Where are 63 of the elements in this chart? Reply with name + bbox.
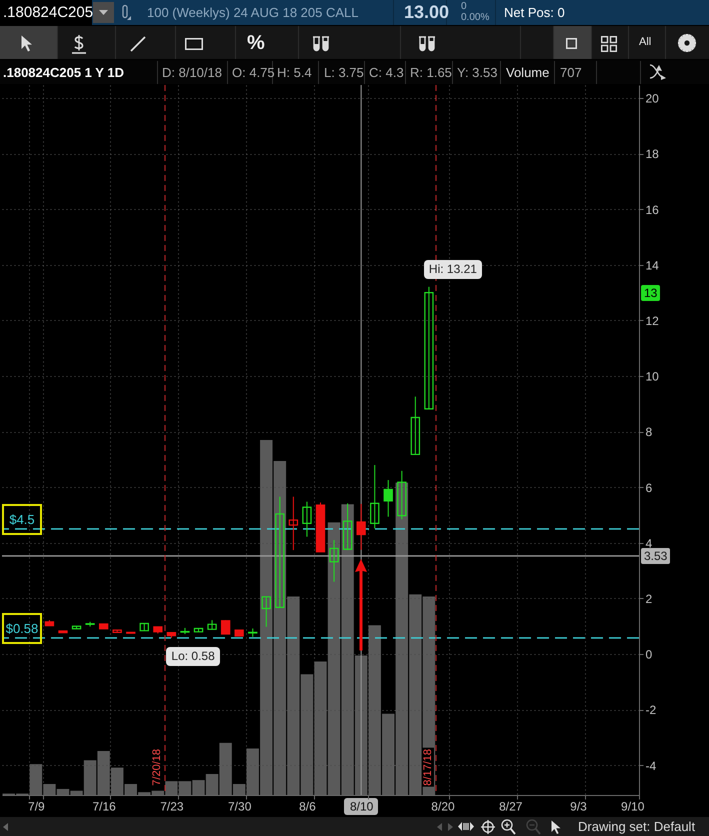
candlestick bbox=[410, 396, 420, 456]
text: Volume bbox=[506, 65, 550, 80]
text: 13.00 bbox=[404, 2, 450, 22]
candlestick bbox=[207, 620, 217, 630]
candlestick bbox=[288, 496, 298, 551]
y-tick-label: 6 bbox=[646, 480, 652, 495]
x-tick-label: 8/6 bbox=[299, 800, 316, 814]
ref-line-label: $4.5 bbox=[9, 512, 35, 527]
y-tick-label: 14 bbox=[646, 258, 660, 272]
ref-line-label: $0.58 bbox=[6, 620, 38, 636]
y-tick-label: 16 bbox=[646, 202, 660, 217]
text: 0.00% bbox=[461, 12, 490, 23]
y-tick-label: 0 bbox=[646, 648, 652, 662]
text: % bbox=[247, 32, 265, 54]
x-tick-label: 7/23 bbox=[160, 800, 184, 814]
annotation: Hi: 13.21 bbox=[424, 260, 482, 279]
text: 13 bbox=[641, 284, 660, 301]
text: H: 5.4 bbox=[277, 65, 312, 80]
candlestick bbox=[220, 620, 230, 635]
text: .180824C205 bbox=[3, 4, 94, 21]
text: L: 3.75 bbox=[324, 65, 364, 80]
x-tick-label: 7/9 bbox=[28, 800, 46, 814]
candlestick bbox=[370, 464, 380, 529]
text: .180824C205 1 Y 1D bbox=[3, 65, 124, 80]
annotation: 8/17/18 bbox=[422, 748, 434, 787]
text: Net Pos: 0 bbox=[504, 5, 565, 20]
candlestick bbox=[329, 540, 339, 582]
text: R: 1.65 bbox=[410, 65, 452, 80]
y-tick-label: 10 bbox=[646, 370, 660, 384]
text: 0 bbox=[461, 1, 467, 12]
x-tick-label: 7/16 bbox=[92, 800, 116, 814]
y-tick-label: 12 bbox=[646, 314, 660, 328]
candlestick bbox=[302, 501, 312, 538]
annotation: 7/20/18 bbox=[150, 748, 163, 787]
candlestick bbox=[356, 503, 366, 550]
candlestick bbox=[262, 596, 271, 628]
text: C: 4.3 bbox=[369, 65, 404, 80]
x-tick-label: 9/3 bbox=[570, 800, 588, 814]
text: Drawing set: Default bbox=[578, 819, 696, 834]
x-tick-label: 7/30 bbox=[228, 800, 252, 814]
text: All bbox=[639, 36, 652, 48]
candlestick bbox=[384, 480, 393, 518]
text: D: 8/10/18 bbox=[162, 65, 222, 80]
x-tick-label: 8/20 bbox=[431, 800, 455, 814]
ref-line-label: 3.53 bbox=[641, 548, 670, 564]
x-tick-label: 8/10 bbox=[350, 800, 374, 814]
y-tick-label: 4 bbox=[646, 536, 652, 550]
y-tick-label: 2 bbox=[646, 592, 652, 606]
text: O: 4.75 bbox=[232, 65, 275, 80]
text: Y: 3.53 bbox=[457, 65, 498, 80]
annotation: Lo: 0.58 bbox=[166, 646, 220, 666]
text: 100 (Weeklys) 24 AUG 18 205 CALL bbox=[147, 5, 358, 20]
y-tick-label: -4 bbox=[646, 758, 656, 773]
candlestick bbox=[424, 286, 434, 410]
x-tick-label: 8/27 bbox=[499, 800, 523, 814]
candlestick bbox=[342, 502, 352, 551]
x-tick-label: 9/10 bbox=[621, 800, 645, 814]
y-tick-label: 8 bbox=[646, 425, 652, 440]
text: 707 bbox=[560, 65, 582, 80]
y-tick-label: 20 bbox=[646, 92, 660, 106]
y-tick-label: -2 bbox=[646, 703, 656, 718]
y-tick-label: 18 bbox=[646, 147, 660, 162]
candlestick bbox=[397, 470, 406, 520]
